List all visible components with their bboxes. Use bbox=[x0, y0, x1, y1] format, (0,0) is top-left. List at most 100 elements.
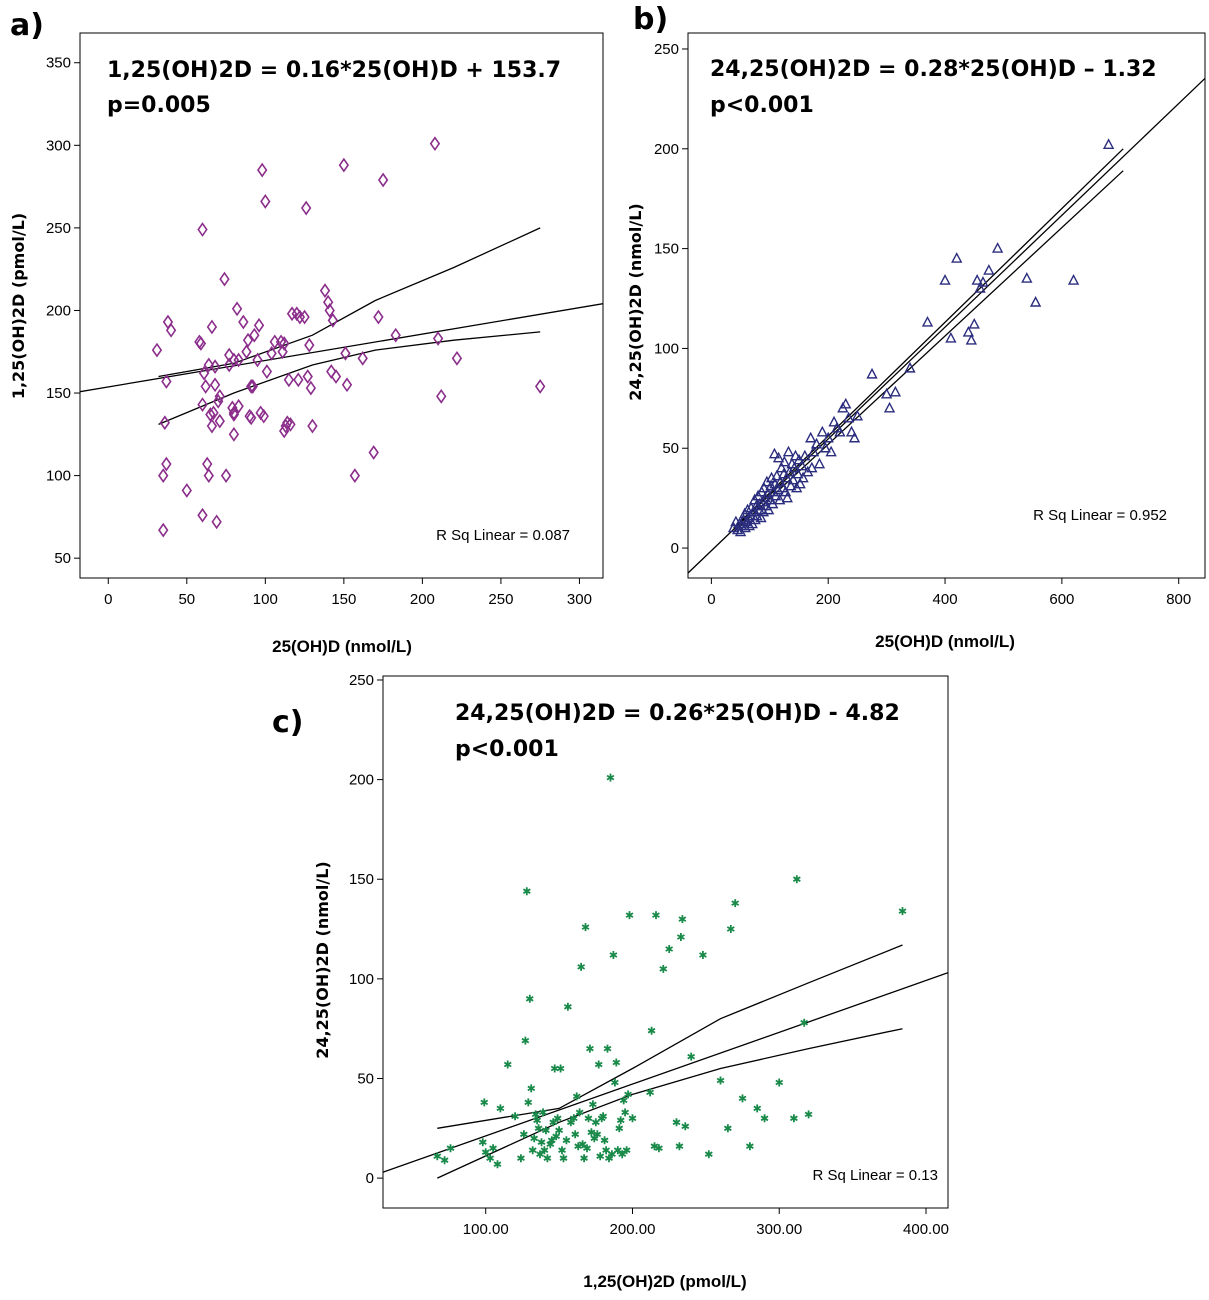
chart-a-x-axis-label: 25(OH)D (nmol/L) bbox=[272, 637, 412, 656]
chart-c-data-point bbox=[537, 1138, 546, 1147]
chart-a-data-point bbox=[151, 342, 163, 358]
chart-b-x-tick-label: 0 bbox=[707, 591, 715, 608]
chart-c-data-point bbox=[608, 1150, 616, 1159]
chart-c-data-point bbox=[539, 1108, 547, 1117]
chart-a-y-tick-label: 250 bbox=[46, 220, 71, 237]
chart-c-data-point bbox=[511, 1112, 519, 1121]
chart-b-data-point bbox=[762, 503, 775, 515]
scatter-chart-a: 50 100 150 200 250 300 350 0 50 100 150 200 250 300 25… bbox=[9, 32, 604, 656]
chart-b-data-point bbox=[769, 489, 782, 501]
chart-a-data-point bbox=[162, 314, 174, 330]
chart-b-data-point bbox=[842, 411, 855, 423]
chart-c-data-point bbox=[593, 1130, 602, 1139]
chart-c-data-point bbox=[610, 1078, 619, 1087]
chart-c-data-point bbox=[575, 1108, 584, 1117]
chart-b-data-point bbox=[977, 276, 989, 287]
chart-b-y-axis-label: 24,25(OH)2D (nmol/L) bbox=[626, 203, 645, 400]
chart-c-data-point bbox=[591, 1118, 600, 1127]
chart-a-data-point bbox=[159, 415, 170, 431]
chart-b-data-point bbox=[834, 425, 846, 437]
chart-a-x-tick-label: 100 bbox=[253, 591, 278, 608]
chart-a-data-point bbox=[246, 410, 257, 426]
chart-a-data-point bbox=[282, 415, 293, 431]
chart-c-data-point bbox=[530, 1134, 539, 1143]
chart-a-data-point bbox=[252, 352, 263, 368]
panel-a-letter: a) bbox=[10, 8, 44, 43]
chart-c-data-point bbox=[612, 1058, 621, 1067]
chart-c-data-point bbox=[555, 1126, 564, 1135]
chart-c-data-point bbox=[745, 1142, 754, 1151]
chart-b-data-point bbox=[1102, 138, 1115, 149]
chart-b-data-point bbox=[921, 315, 934, 327]
chart-b-data-point bbox=[794, 477, 806, 489]
chart-a-data-point bbox=[233, 398, 244, 414]
chart-b-data-point bbox=[805, 431, 817, 443]
chart-a-data-point bbox=[341, 377, 353, 393]
chart-b-x-tick-label: 400 bbox=[933, 591, 958, 608]
chart-c-data-point bbox=[753, 1104, 762, 1113]
chart-a-data-point bbox=[241, 344, 252, 360]
chart-c-data-point bbox=[534, 1124, 543, 1133]
chart-a-data-point bbox=[214, 388, 225, 404]
chart-a-data-point bbox=[368, 445, 379, 460]
chart-c-data-point bbox=[572, 1092, 581, 1101]
panel-c-letter: c) bbox=[272, 705, 304, 740]
chart-c-data-point bbox=[524, 1098, 533, 1107]
chart-c-r-squared: R Sq Linear = 0.13 bbox=[812, 1167, 938, 1184]
chart-b-data-point bbox=[785, 479, 797, 491]
chart-b-data-point bbox=[816, 425, 829, 437]
chart-a-data-point bbox=[198, 365, 210, 381]
chart-c-x-axis-label: 1,25(OH)2D (pmol/L) bbox=[583, 1272, 746, 1291]
chart-c-data-point bbox=[588, 1100, 597, 1109]
chart-a-data-point bbox=[293, 372, 304, 388]
chart-b-data-point bbox=[889, 385, 902, 397]
chart-b-data-point bbox=[810, 437, 823, 449]
chart-a-plot-frame bbox=[79, 32, 604, 579]
chart-b-data-point bbox=[806, 461, 818, 473]
chart-c-data-point bbox=[541, 1126, 550, 1135]
chart-a-y-tick-label: 50 bbox=[54, 550, 71, 567]
chart-a-data-point bbox=[322, 294, 334, 310]
chart-a-data-point bbox=[219, 271, 230, 287]
chart-c-data-point bbox=[503, 1060, 512, 1069]
chart-a-y-tick-label: 350 bbox=[46, 55, 71, 72]
chart-a-data-point bbox=[195, 336, 207, 351]
chart-a-data-point bbox=[242, 332, 254, 348]
chart-a-data-point bbox=[535, 379, 546, 394]
chart-b-data-point bbox=[768, 447, 781, 459]
chart-c-data-point bbox=[493, 1160, 502, 1169]
chart-b-data-point bbox=[772, 451, 785, 463]
chart-a-data-point bbox=[390, 327, 401, 343]
chart-a-data-point bbox=[211, 514, 222, 530]
chart-b-data-point bbox=[983, 264, 995, 275]
chart-a-data-point bbox=[305, 380, 317, 396]
chart-c-data-point bbox=[618, 1150, 627, 1159]
chart-b-data-point bbox=[904, 361, 916, 373]
chart-c-data-point bbox=[687, 1052, 696, 1061]
chart-a-data-point bbox=[228, 407, 240, 422]
chart-c-data-point bbox=[603, 1044, 612, 1053]
chart-c-data-point bbox=[583, 1144, 591, 1153]
chart-b-data-point bbox=[799, 449, 811, 461]
chart-b-data-point bbox=[788, 461, 800, 473]
chart-c-data-point bbox=[619, 1096, 628, 1105]
chart-c-data-point bbox=[716, 1076, 725, 1085]
chart-c-data-point bbox=[600, 1136, 609, 1145]
chart-c-data-point bbox=[602, 1146, 610, 1155]
chart-a-data-point bbox=[451, 350, 463, 366]
chart-c-data-point bbox=[596, 1152, 605, 1161]
chart-a-data-point bbox=[197, 222, 208, 237]
chart-a-data-point bbox=[429, 136, 441, 152]
chart-c-data-point bbox=[531, 1110, 540, 1119]
chart-c-data-point bbox=[775, 1078, 784, 1087]
chart-b-y-tick-label: 200 bbox=[654, 141, 679, 158]
panel-b-letter: b) bbox=[633, 2, 669, 37]
chart-c-x-tick-label: 200.00 bbox=[610, 1221, 656, 1238]
chart-c-data-point bbox=[528, 1146, 537, 1155]
chart-c-data-point bbox=[609, 951, 618, 959]
chart-c-data-point bbox=[726, 925, 735, 933]
chart-c-data-point bbox=[480, 1098, 489, 1107]
chart-b-data-point bbox=[822, 431, 834, 443]
chart-c-data-point bbox=[672, 1118, 681, 1127]
chart-a-data-point bbox=[302, 369, 313, 384]
